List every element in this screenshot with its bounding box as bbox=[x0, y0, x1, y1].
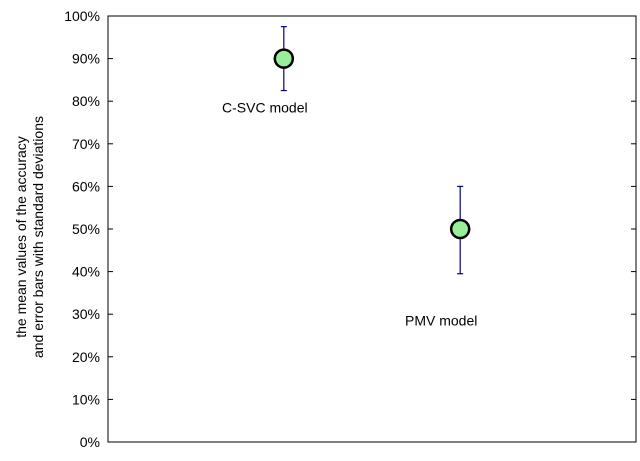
point-annotation: PMV model bbox=[405, 313, 477, 329]
data-points: C-SVC model PMV model bbox=[222, 26, 477, 329]
y-tick-label: 10% bbox=[72, 391, 100, 407]
y-tick-label: 90% bbox=[72, 51, 100, 67]
data-point-marker bbox=[449, 218, 471, 240]
data-point-marker bbox=[273, 48, 295, 69]
point-annotation: C-SVC model bbox=[222, 100, 308, 116]
data-point-group: PMV model bbox=[405, 185, 477, 329]
y-tick-label: 60% bbox=[72, 178, 100, 194]
plot-area bbox=[107, 15, 637, 443]
y-tick-label: 0% bbox=[80, 434, 100, 450]
y-tick-label: 50% bbox=[72, 221, 100, 237]
y-tick-label: 70% bbox=[72, 136, 100, 152]
y-tick-label: 40% bbox=[72, 264, 100, 280]
y-tick-label: 100% bbox=[64, 8, 100, 24]
y-tick-label: 80% bbox=[72, 93, 100, 109]
y-tick-label: 30% bbox=[72, 306, 100, 322]
y-axis-label-line: and error bars with standard deviations bbox=[30, 116, 46, 358]
y-tick-label: 20% bbox=[72, 349, 100, 365]
y-axis-label-line: the mean values of the accuracy bbox=[13, 136, 29, 338]
y-axis-label: the mean values of the accuracy and error… bbox=[13, 116, 46, 358]
data-point-group: C-SVC model bbox=[222, 26, 308, 116]
y-axis-ticks: 0% 10% 20% 30% 40% 50% 60% 70% 80% 90% 100% bbox=[64, 8, 636, 450]
